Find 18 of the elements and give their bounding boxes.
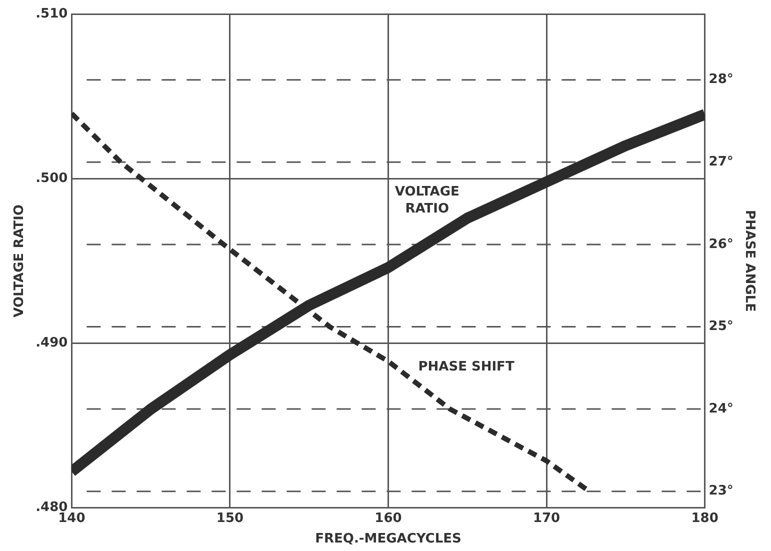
y2-tick-label: 26° <box>708 236 734 252</box>
y2-tick-label: 23° <box>708 484 734 499</box>
y2-tick-label: 24° <box>708 401 734 416</box>
y-tick-label: .490 <box>36 336 68 351</box>
y-axis-title: VOLTAGE RATIO <box>12 204 28 318</box>
x-tick-label: 160 <box>374 510 402 526</box>
series-label: PHASE SHIFT <box>418 360 514 375</box>
x-tick-label: 180 <box>691 510 718 526</box>
y-tick-label: .500 <box>36 170 68 186</box>
x-axis-title: FREQ.-MEGACYCLES <box>315 532 462 547</box>
x-tick-label: 170 <box>532 510 560 526</box>
y2-tick-label: 25° <box>708 319 734 334</box>
y-tick-label: .510 <box>36 6 68 22</box>
y2-tick-label: 27° <box>708 154 734 170</box>
y2-tick-label: 28° <box>708 72 734 88</box>
x-tick-label: 150 <box>216 510 244 526</box>
series-label: VOLTAGE RATIO <box>394 184 460 216</box>
y2-axis-title: PHASE ANGLE <box>742 210 757 312</box>
